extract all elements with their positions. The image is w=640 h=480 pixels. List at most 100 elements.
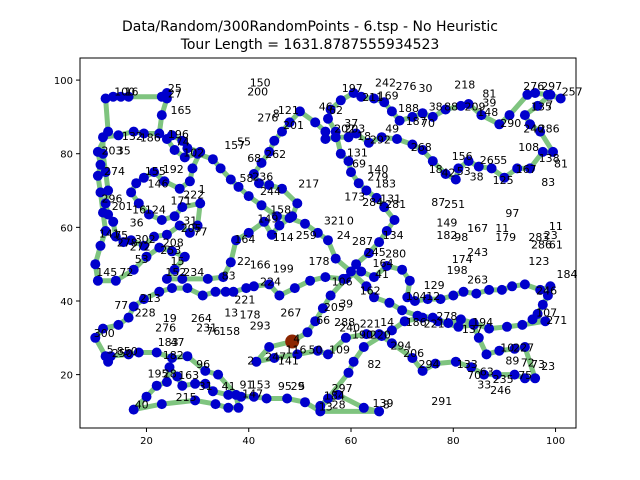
city-point bbox=[394, 115, 405, 126]
city-point bbox=[167, 283, 177, 294]
city-label: 133 bbox=[457, 358, 478, 371]
city-point bbox=[542, 290, 553, 301]
city-point bbox=[427, 312, 438, 323]
city-point bbox=[374, 406, 385, 417]
city-label: 11 bbox=[495, 222, 509, 235]
city-point bbox=[343, 132, 354, 143]
city-point bbox=[351, 128, 362, 139]
city-label: 81 bbox=[482, 88, 496, 101]
city-label: 221 bbox=[424, 318, 445, 331]
city-point bbox=[402, 292, 413, 303]
city-label: 205 bbox=[324, 301, 345, 314]
x-tick-label: 100 bbox=[546, 436, 565, 447]
city-point bbox=[376, 132, 387, 143]
city-label: 155 bbox=[145, 165, 166, 178]
city-label: 178 bbox=[309, 255, 330, 268]
city-point bbox=[312, 227, 323, 238]
city-point bbox=[356, 266, 367, 277]
city-point bbox=[340, 273, 351, 284]
city-label: 36 bbox=[130, 216, 144, 229]
city-label: 166 bbox=[250, 259, 271, 272]
city-label: 208 bbox=[163, 237, 184, 250]
city-point bbox=[264, 342, 275, 352]
city-point bbox=[384, 297, 395, 308]
city-point bbox=[138, 294, 149, 305]
city-point bbox=[287, 211, 298, 222]
city-label: 81 bbox=[554, 157, 568, 170]
city-label: 147 bbox=[242, 388, 263, 401]
city-label: 107 bbox=[536, 307, 557, 320]
city-label: 153 bbox=[250, 378, 271, 391]
city-label: 182 bbox=[163, 349, 184, 362]
city-label: 8 bbox=[273, 108, 280, 121]
city-label: 279 bbox=[367, 170, 388, 183]
city-label: 294 bbox=[419, 358, 440, 371]
city-label: 13 bbox=[224, 307, 238, 320]
city-label: 187 bbox=[406, 115, 427, 128]
city-point bbox=[138, 128, 149, 139]
city-point bbox=[330, 253, 341, 264]
city-point bbox=[156, 91, 167, 102]
city-label: 220 bbox=[370, 329, 391, 342]
city-label: 145 bbox=[96, 266, 117, 279]
city-point bbox=[440, 169, 451, 179]
city-point bbox=[156, 215, 167, 225]
city-point bbox=[248, 169, 259, 179]
city-label: 53 bbox=[457, 165, 471, 178]
city-label: 321 bbox=[324, 215, 345, 228]
city-point bbox=[453, 163, 464, 174]
city-point bbox=[376, 331, 387, 341]
city-label: 108 bbox=[518, 141, 539, 154]
city-point bbox=[315, 406, 326, 417]
city-label: 18 bbox=[357, 130, 371, 143]
city-label: 134 bbox=[383, 229, 404, 242]
city-point bbox=[440, 104, 451, 115]
city-label: 69 bbox=[352, 157, 366, 170]
city-point bbox=[118, 237, 129, 248]
city-label: 11 bbox=[549, 220, 563, 233]
city-label: 7 bbox=[546, 99, 553, 112]
city-point bbox=[167, 353, 177, 363]
city-point bbox=[92, 170, 103, 181]
city-label: 297 bbox=[541, 80, 562, 93]
city-point bbox=[184, 227, 195, 238]
city-point bbox=[358, 402, 369, 413]
city-label: 61 bbox=[549, 238, 563, 251]
city-label: 19 bbox=[163, 312, 177, 325]
city-point bbox=[300, 218, 310, 229]
city-point bbox=[386, 325, 397, 336]
city-point bbox=[174, 183, 185, 194]
city-label: 245 bbox=[365, 246, 386, 259]
city-point bbox=[228, 286, 239, 297]
city-point bbox=[95, 240, 106, 251]
city-label: 244 bbox=[260, 185, 281, 198]
city-point bbox=[496, 284, 507, 295]
city-point bbox=[381, 226, 392, 236]
city-point bbox=[509, 369, 520, 380]
city-label: 276 bbox=[523, 80, 544, 93]
city-point bbox=[154, 286, 165, 297]
city-label: 179 bbox=[495, 231, 516, 244]
city-label: 62 bbox=[329, 104, 343, 117]
city-point bbox=[486, 163, 497, 174]
plot-frame bbox=[79, 57, 577, 429]
city-point bbox=[361, 281, 372, 292]
city-point bbox=[110, 275, 121, 286]
city-point bbox=[310, 117, 321, 128]
city-point bbox=[207, 154, 218, 165]
city-point bbox=[294, 106, 305, 117]
city-point bbox=[156, 110, 167, 121]
city-point bbox=[412, 310, 423, 321]
city-label: 124 bbox=[145, 204, 166, 217]
city-label: 302 bbox=[135, 233, 156, 246]
city-point bbox=[481, 349, 492, 360]
city-label: 5 bbox=[298, 380, 305, 393]
city-label: 152 bbox=[165, 266, 186, 279]
city-point bbox=[90, 332, 101, 343]
city-point bbox=[108, 216, 119, 227]
city-point bbox=[348, 356, 359, 367]
city-label: 203 bbox=[102, 145, 123, 158]
city-point bbox=[535, 126, 546, 137]
city-label: 74 bbox=[176, 135, 190, 148]
city-point bbox=[264, 146, 275, 157]
